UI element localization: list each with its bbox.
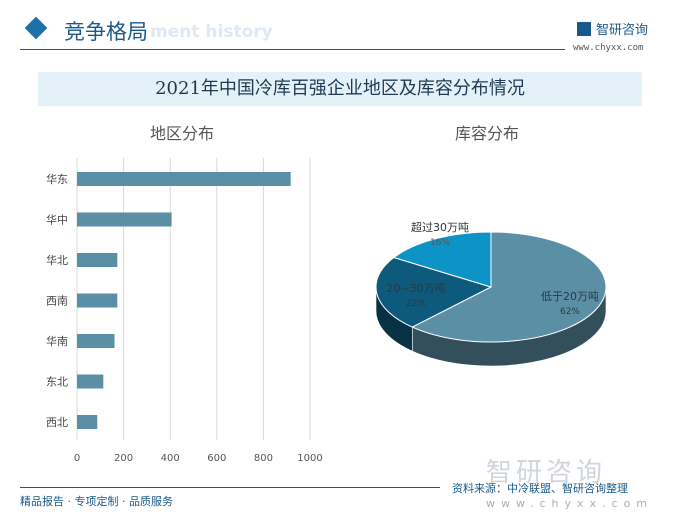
x-tick-label: 600 (207, 453, 226, 464)
pie-percent: 16% (430, 238, 450, 248)
footer-url: www.chyxx.com (486, 497, 654, 510)
category-label: 华南 (46, 334, 68, 348)
source-note: 资料来源：中冷联盟、智研咨询整理 (452, 482, 628, 495)
footer-tagline: 精品报告 · 专项定制 · 品质服务 (20, 495, 173, 508)
logo-icon (577, 22, 591, 36)
section-title: 竞争格局 (64, 20, 148, 44)
bar (77, 212, 172, 227)
x-tick-label: 800 (254, 453, 273, 464)
header-divider (20, 49, 565, 50)
pie-slice (392, 231, 492, 288)
pie-label: 超过30万吨 (411, 220, 469, 234)
x-tick-label: 400 (161, 453, 180, 464)
header-ghost-text: ment history (150, 22, 273, 42)
bar (77, 253, 118, 267)
category-label: 华东 (46, 172, 68, 186)
pie-percent: 62% (560, 307, 580, 317)
logo-url: www.chyxx.com (573, 43, 644, 53)
bar (77, 293, 118, 308)
x-tick-label: 1000 (297, 453, 322, 464)
x-tick-label: 200 (114, 453, 133, 464)
pie-slice (411, 231, 607, 343)
category-label: 华北 (46, 253, 68, 267)
x-tick-label: 0 (74, 453, 80, 464)
category-label: 西南 (46, 295, 68, 308)
category-label: 东北 (46, 376, 68, 389)
bar (77, 374, 104, 389)
pie-chart-title: 库容分布 (455, 124, 520, 143)
logo-text: 智研咨询 (596, 23, 649, 38)
pie-label: 20~30万吨 (386, 282, 445, 295)
footer-divider (20, 487, 440, 488)
category-label: 华中 (46, 213, 68, 227)
category-label: 西北 (46, 416, 68, 429)
bar (77, 415, 98, 429)
bar (77, 334, 115, 348)
pie-percent: 22% (406, 299, 426, 309)
chart-title: 2021年中国冷库百强企业地区及库容分布情况 (38, 72, 642, 106)
footer-logo-watermark: 智研咨询 (486, 458, 607, 488)
pie-slice (375, 256, 493, 328)
bar-chart-title: 地区分布 (150, 124, 215, 143)
pie-label: 低于20万吨 (541, 290, 599, 303)
bar (77, 172, 291, 186)
